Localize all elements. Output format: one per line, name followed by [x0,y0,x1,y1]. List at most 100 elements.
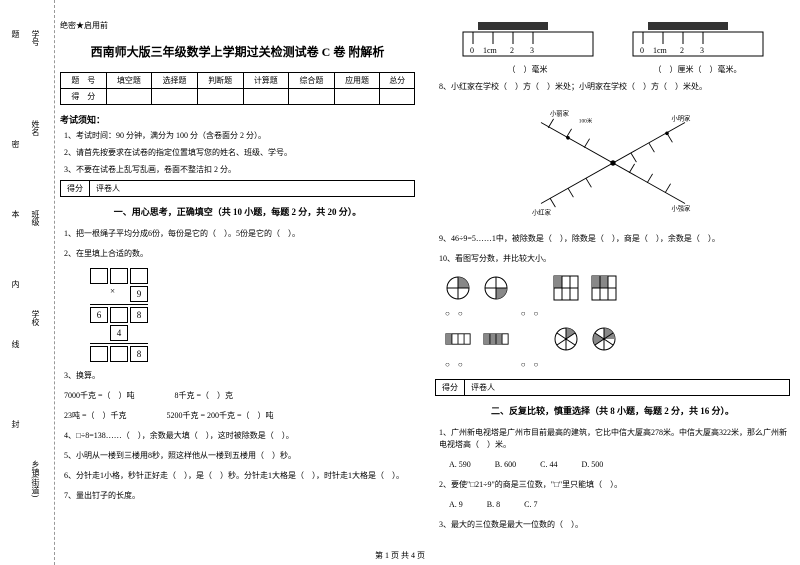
square-fraction-icon [553,275,579,301]
mini-score-box: 得分 评卷人 [435,379,790,396]
question-3-label: 3、换算。 [64,370,415,382]
digit-8: 8 [130,307,148,323]
th: 计算题 [243,73,289,89]
margin-label: 学号 [30,30,41,46]
question-6: 6、分针走1小格，秒针正好走（ ），是（ ）秒。分针走1大格是（ ），时针走1大… [64,470,415,482]
notice-line: 1、考试时间：90 分钟，满分为 100 分（含卷面分 2 分）。 [64,130,415,143]
margin-label: 班级 [30,210,41,226]
notice-line: 3、不要在试卷上乱写乱画，卷面不整洁扣 2 分。 [64,164,415,177]
svg-text:小明家: 小明家 [671,114,691,123]
exam-title: 西南师大版三年级数学上学期过关检测试卷 C 卷 附解析 [60,43,415,60]
ruler-group: 0 1cm 2 3 （ ）毫米 [458,20,598,75]
svg-text:3: 3 [530,46,534,55]
score-table: 题 号 填空题 选择题 判断题 计算题 综合题 应用题 总分 得 分 [60,72,415,105]
mini-score-label: 评卷人 [465,380,525,395]
th: 总分 [380,73,415,89]
left-column: 绝密★启用前 西南师大版三年级数学上学期过关检测试卷 C 卷 附解析 题 号 填… [60,20,415,555]
rect-fraction-icon [445,326,471,352]
square-fraction-icon [591,275,617,301]
compare-row: ○○ ○○ [445,309,790,318]
margin-label: 姓名 [30,120,41,136]
p2-question-2: 2、要使"□21÷9"的商是三位数，"□"里只能填（ ）。 [439,479,790,491]
dash-label: 内 [10,280,21,288]
ruler-row: 0 1cm 2 3 （ ）毫米 0 1cm 2 [435,20,790,75]
svg-text:100米: 100米 [578,117,592,125]
q3-line: 8千克 =（ ）克 [175,390,234,402]
mini-score-label: 得分 [436,380,465,395]
mini-score-box: 得分 评卷人 [60,180,415,197]
ruler-icon: 0 1cm 2 3 [458,20,598,60]
svg-text:小红家: 小红家 [532,207,552,216]
compass-diagram: 小丽家 小明家 小红家 小强家 100米 [523,103,703,223]
circle-fraction-icon [483,275,509,301]
svg-text:1cm: 1cm [653,46,668,55]
part1-title: 一、用心思考，正确填空（共 10 小题，每题 2 分，共 20 分）。 [60,205,415,218]
q3-line: 7000千克 =（ ）吨 [64,390,135,402]
digit-9: 9 [130,286,148,302]
fraction-row [445,326,790,352]
ruler-label-2: （ ）厘米（ ）毫米。 [628,64,768,75]
th: 题 号 [61,73,107,89]
digit-8: 8 [130,346,148,362]
p2-q1-options: A. 590 B. 600 C. 44 D. 500 [449,459,790,471]
p2-question-3: 3、最大的三位数是最大一位数的（ ）。 [439,519,790,531]
question-8: 8、小红家在学校（ ）方（ ）米处；小明家在学校（ ）方（ ）米处。 [439,81,790,93]
dash-label: 封 [10,420,21,428]
svg-text:0: 0 [640,46,644,55]
mini-score-label: 得分 [61,181,90,196]
p2-q2-options: A. 9 B. 8 C. 7 [449,499,790,511]
ruler-icon: 0 1cm 2 3 [628,20,768,60]
svg-text:3: 3 [700,46,704,55]
dash-label: 题 [10,30,21,38]
question-2: 2、在里填上合适的数。 [64,248,415,260]
question-7: 7、量出钉子的长度。 [64,490,415,502]
svg-text:小丽家: 小丽家 [550,108,570,117]
svg-text:2: 2 [510,46,514,55]
secrecy-header: 绝密★启用前 [60,20,415,31]
p2-question-1: 1、广州新电视塔是广州市目前最高的建筑，它比中信大厦高278米。中信大厦高322… [439,427,790,451]
page-content: 绝密★启用前 西南师大版三年级数学上学期过关检测试卷 C 卷 附解析 题 号 填… [0,0,800,565]
binding-margin: 学号 姓名 班级 学校 乡镇(街道) 题 密 本 内 线 封 [0,0,55,565]
times-sign: × [110,286,128,302]
ruler-label-1: （ ）毫米 [458,64,598,75]
digit-4: 4 [110,325,128,341]
mini-score-label: 评卷人 [90,181,150,196]
fraction-row [445,275,790,301]
question-5: 5、小明从一楼到三楼用8秒，照这样他从一楼到五楼用（ ）秒。 [64,450,415,462]
th: 应用题 [334,73,380,89]
svg-text:1cm: 1cm [483,46,498,55]
th: 判断题 [197,73,243,89]
page-footer: 第 1 页 共 4 页 [0,550,800,561]
svg-text:2: 2 [680,46,684,55]
multiplication-grid: × 9 6 8 4 8 [90,268,415,362]
rect-fraction-icon [483,326,509,352]
table-row: 题 号 填空题 选择题 判断题 计算题 综合题 应用题 总分 [61,73,415,89]
dash-label: 线 [10,340,21,348]
part2-title: 二、反复比较，慎重选择（共 8 小题，每题 2 分，共 16 分）。 [435,404,790,417]
right-column: 0 1cm 2 3 （ ）毫米 0 1cm 2 [435,20,790,555]
svg-text:小强家: 小强家 [671,204,691,213]
q3-line: 23吨 =（ ）千克 [64,410,127,422]
th: 填空题 [106,73,152,89]
table-row: 得 分 [61,89,415,105]
question-10: 10、看图写分数，并比较大小。 [439,253,790,265]
digit-6: 6 [90,307,108,323]
circle-fraction-icon [445,275,471,301]
svg-text:0: 0 [470,46,474,55]
row-label: 得 分 [61,89,107,105]
dash-label: 本 [10,210,21,218]
notice-line: 2、请首先按要求在试卷的指定位置填写您的姓名、班级、学号。 [64,147,415,160]
margin-label: 乡镇(街道) [30,460,41,497]
question-4: 4、□÷8=138……（ ），余数最大填（ ），这时被除数是（ ）。 [64,430,415,442]
th: 选择题 [152,73,198,89]
notice-title: 考试须知： [60,113,415,126]
compare-row: ○○ ○○ [445,360,790,369]
dash-label: 密 [10,140,21,148]
question-1: 1、把一根绳子平均分成6份，每份是它的（ ）。5份是它的（ ）。 [64,228,415,240]
margin-label: 学校 [30,310,41,326]
circle-fraction-icon [553,326,579,352]
ruler-group: 0 1cm 2 3 （ ）厘米（ ）毫米。 [628,20,768,75]
question-9: 9、46÷9=5……1中，被除数是（ ），除数是（ ），商是（ ），余数是（ ）… [439,233,790,245]
th: 综合题 [289,73,335,89]
q3-line: 5200千克 = 200千克 =（ ）吨 [167,410,274,422]
